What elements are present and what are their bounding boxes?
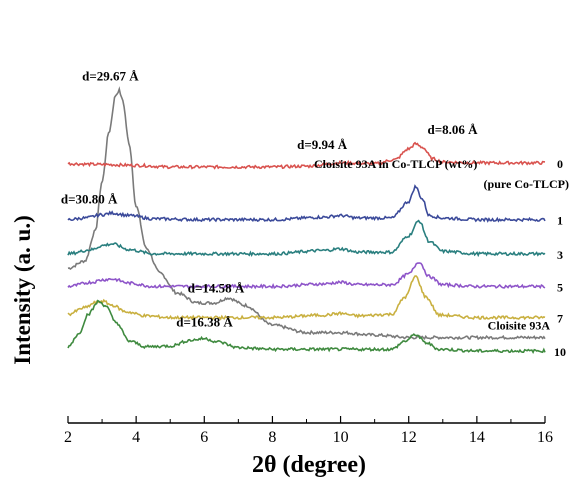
- legend-title: Cloisite 93A in Co-TLCP (wt%): [314, 157, 477, 171]
- series-line-0-wt: [67, 141, 546, 170]
- x-tick-layer: 2 4 6 8 10 12 14 16: [64, 416, 553, 446]
- x-tick-label: 2: [64, 429, 72, 446]
- series-line-cloisite-93a: [67, 86, 546, 341]
- d-spacing-annotation: d=29.67 Å: [82, 68, 139, 83]
- d-spacing-annotation: d=8.06 Å: [428, 122, 479, 137]
- x-tick-label: 12: [401, 429, 417, 446]
- series-label-7-wt: 7: [557, 312, 563, 326]
- series-line-7-wt: [67, 275, 546, 321]
- x-tick-label: 10: [333, 429, 349, 446]
- series-label-1-wt: 1: [557, 214, 563, 228]
- d-spacing-annotation: d=14.58 Å: [188, 281, 245, 296]
- series-label-pure-co-tlcp: (pure Co-TLCP): [484, 177, 569, 191]
- d-spacing-annotation: d=9.94 Å: [297, 137, 348, 152]
- series-label-5-wt: 5: [557, 280, 563, 294]
- series-label-10-wt: 10: [554, 345, 566, 359]
- series-line-1-wt: [67, 184, 546, 223]
- series-label-0-wt: 0: [557, 157, 563, 171]
- series-label-3-wt: 3: [557, 248, 563, 262]
- d-spacing-annotation: d=30.80 Å: [61, 191, 118, 206]
- x-tick-label: 8: [268, 429, 276, 446]
- d-spacing-annotation: d=16.38 Å: [176, 315, 233, 330]
- series-label-cloisite-93a: Cloisite 93A: [488, 318, 551, 332]
- series-line-5-wt: [67, 262, 546, 290]
- label-layer: Cloisite 93A 0 (pure Co-TLCP) 1 3 5 7 10 d=29.67…: [61, 68, 569, 359]
- x-tick-label: 4: [132, 429, 140, 446]
- x-tick-label: 14: [469, 429, 485, 446]
- x-tick-label: 16: [537, 429, 553, 446]
- series-line-10-wt: [67, 299, 546, 355]
- x-tick-label: 6: [200, 429, 208, 446]
- x-axis-title: 2θ (degree): [252, 452, 366, 478]
- series-line-3-wt: [67, 219, 546, 258]
- y-axis-title: Intensity (a. u.): [10, 215, 35, 365]
- series-layer: [67, 86, 546, 355]
